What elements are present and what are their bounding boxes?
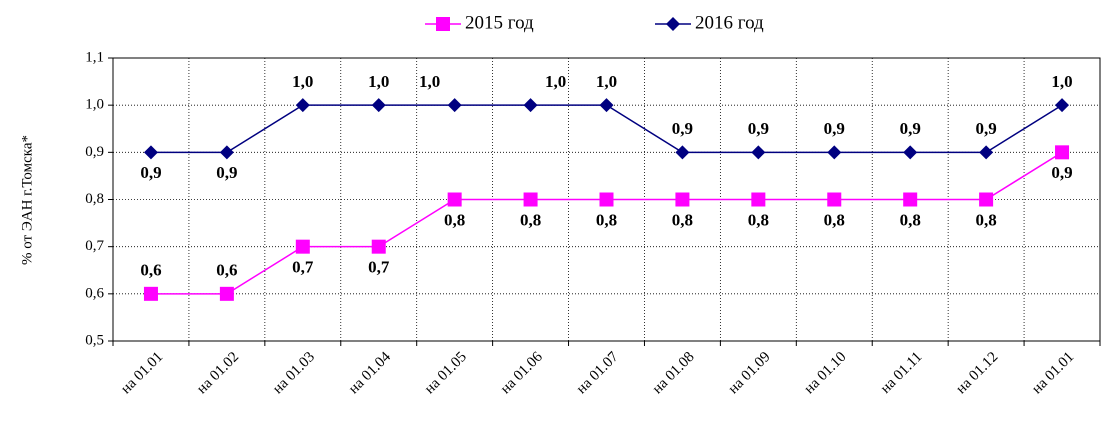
x-tick-label: на 01.06 — [498, 349, 547, 398]
value-label: 0,9 — [216, 163, 237, 182]
marker — [447, 192, 462, 207]
value-label: 0,7 — [292, 258, 314, 277]
value-label: 0,9 — [140, 163, 161, 182]
value-label: 0,9 — [824, 119, 845, 138]
x-tick-label: на 01.11 — [878, 349, 926, 397]
value-label: 0,8 — [824, 210, 845, 229]
y-tick-label: 0,8 — [85, 191, 104, 207]
marker — [599, 98, 614, 113]
x-tick-label: на 01.05 — [422, 349, 470, 397]
marker — [903, 192, 918, 207]
value-label: 0,9 — [1051, 163, 1072, 182]
y-tick-label: 0,7 — [85, 238, 104, 254]
value-label: 1,0 — [545, 72, 566, 91]
x-tick-label: на 01.12 — [953, 349, 1001, 397]
value-label: 0,6 — [140, 261, 161, 280]
x-tick-label: на 01.07 — [574, 349, 623, 398]
y-axis-label: % от ЭАН г.Томска* — [19, 135, 35, 265]
value-label: 0,7 — [368, 258, 390, 277]
x-tick-label: на 01.09 — [725, 349, 773, 397]
y-tick-label: 0,6 — [85, 285, 104, 301]
marker — [295, 98, 310, 113]
value-label: 0,9 — [975, 119, 996, 138]
x-tick-label: на 01.01 — [118, 349, 166, 397]
line — [150, 104, 1063, 154]
marker — [751, 192, 766, 207]
marker — [219, 286, 234, 301]
y-tick-label: 0,5 — [85, 332, 104, 348]
y-tick-label: 0,9 — [85, 144, 104, 160]
marker — [523, 192, 538, 207]
marker — [371, 98, 386, 113]
marker — [219, 145, 234, 160]
x-tick-label: на 01.03 — [270, 349, 318, 397]
value-label: 1,0 — [419, 72, 440, 91]
marker — [979, 145, 994, 160]
legend-label: 2016 год — [695, 12, 764, 33]
marker — [295, 239, 310, 254]
marker — [371, 239, 386, 254]
marker — [143, 286, 158, 301]
value-label: 1,0 — [368, 72, 389, 91]
value-label: 0,8 — [596, 210, 617, 229]
x-tick-label: на 01.08 — [649, 349, 697, 397]
value-label: 0,6 — [216, 261, 237, 280]
marker — [599, 192, 614, 207]
marker — [143, 145, 158, 160]
marker — [827, 192, 842, 207]
value-label: 0,9 — [900, 119, 921, 138]
marker — [523, 98, 538, 113]
value-label: 0,8 — [672, 210, 693, 229]
x-tick-label: на 01.02 — [194, 349, 242, 397]
marker — [903, 145, 918, 160]
value-label: 0,9 — [672, 119, 693, 138]
marker — [1055, 98, 1070, 113]
value-label: 1,0 — [1051, 72, 1072, 91]
value-label: 1,0 — [292, 72, 313, 91]
marker — [1055, 145, 1070, 160]
value-label: 1,0 — [596, 72, 617, 91]
value-label: 0,8 — [975, 210, 996, 229]
x-tick-label: на 01.04 — [346, 349, 395, 398]
value-label: 0,9 — [748, 119, 769, 138]
value-label: 0,8 — [748, 210, 769, 229]
marker — [447, 98, 462, 113]
marker — [666, 17, 680, 31]
value-label: 0,8 — [900, 210, 921, 229]
y-tick-label: 1,0 — [85, 97, 104, 113]
marker — [751, 145, 766, 160]
marker — [675, 145, 690, 160]
x-tick-label: на 01.01 — [1029, 349, 1077, 397]
marker — [675, 192, 690, 207]
marker — [979, 192, 994, 207]
marker — [436, 17, 450, 31]
x-tick-label: на 01.10 — [801, 349, 849, 397]
legend-label: 2015 год — [465, 12, 534, 33]
y-tick-label: 1,1 — [85, 49, 104, 65]
value-label: 0,8 — [520, 210, 541, 229]
marker — [827, 145, 842, 160]
value-label: 0,8 — [444, 210, 465, 229]
